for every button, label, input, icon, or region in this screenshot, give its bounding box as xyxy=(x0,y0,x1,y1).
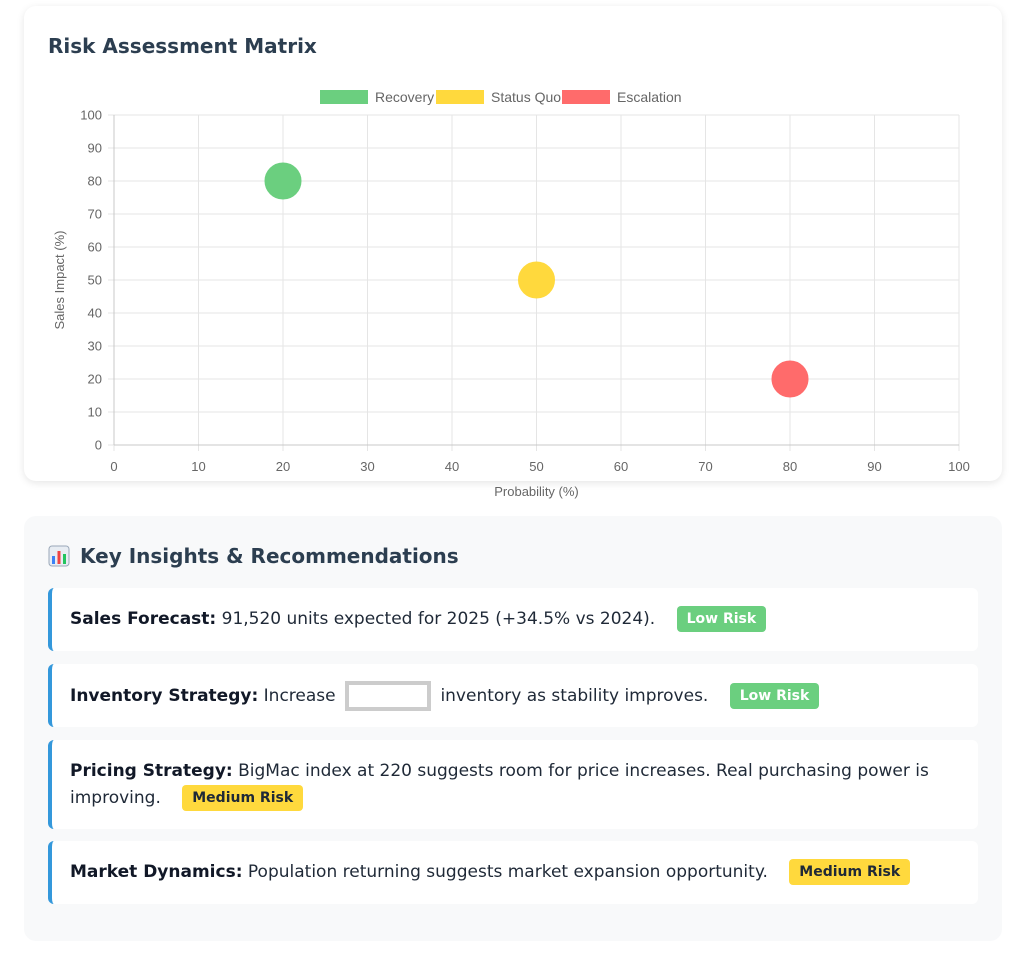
y-tick-label: 0 xyxy=(95,438,102,453)
risk-badge: Low Risk xyxy=(676,606,767,632)
x-tick-label: 20 xyxy=(276,459,290,474)
insights-title-text: Key Insights & Recommendations xyxy=(80,544,459,568)
y-axis-label: Sales Impact (%) xyxy=(52,231,67,330)
insight-pricing-strategy: Pricing Strategy: BigMac index at 220 su… xyxy=(48,740,978,829)
x-tick-label: 30 xyxy=(360,459,374,474)
y-tick-label: 80 xyxy=(88,174,102,189)
x-tick-label: 100 xyxy=(948,459,970,474)
x-tick-label: 80 xyxy=(783,459,797,474)
risk-scatter-chart: 0 10 20 30 40 50 60 70 80 90 100 0 10 20 30 40 50 60 70 80 9… xyxy=(52,89,970,499)
x-tick-label: 0 xyxy=(110,459,117,474)
insights-card: Key Insights & Recommendations Sales For… xyxy=(24,516,1002,941)
x-tick-label: 90 xyxy=(867,459,881,474)
blank-input-box xyxy=(345,680,432,711)
insight-text: Population returning suggests market exp… xyxy=(242,862,768,882)
risk-badge: Medium Risk xyxy=(789,859,911,885)
insight-text: BigMac index at 220 suggests room for pr… xyxy=(70,760,929,808)
legend-label: Recovery xyxy=(375,89,434,105)
x-tick-label: 60 xyxy=(614,459,628,474)
y-tick-label: 40 xyxy=(88,306,102,321)
legend-label: Escalation xyxy=(617,89,682,105)
y-tick-label: 60 xyxy=(88,240,102,255)
chart-title: Risk Assessment Matrix xyxy=(48,34,317,58)
legend-swatch xyxy=(562,90,610,104)
y-tick-label: 70 xyxy=(88,207,102,222)
y-tick-label: 90 xyxy=(88,141,102,156)
insight-text-before: Increase xyxy=(258,685,336,706)
y-tick-label: 30 xyxy=(88,339,102,354)
insight-label: Market Dynamics: xyxy=(70,862,243,882)
x-tick-label: 50 xyxy=(529,459,543,474)
y-tick-label: 20 xyxy=(88,372,102,387)
data-point-status-quo xyxy=(518,261,555,299)
bar-chart-icon xyxy=(48,545,70,567)
risk-badge: Medium Risk xyxy=(182,784,304,811)
insight-inventory-strategy: Inventory Strategy: Increase inventory a… xyxy=(48,664,978,727)
data-point-escalation xyxy=(771,360,809,398)
chart-card: Risk Assessment Matrix 0 10 20 30 40 50 60 70 80… xyxy=(24,6,1002,499)
x-tick-label: 70 xyxy=(698,459,712,474)
insight-label: Pricing Strategy: xyxy=(70,760,233,781)
y-tick-label: 10 xyxy=(88,405,102,420)
x-tick-label: 40 xyxy=(445,459,459,474)
y-tick-label: 50 xyxy=(88,273,102,288)
legend-swatch xyxy=(320,90,368,104)
legend-swatch xyxy=(436,90,484,104)
insight-label: Inventory Strategy: xyxy=(70,685,259,706)
insight-market-dynamics: Market Dynamics: Population returning su… xyxy=(48,841,978,904)
data-point-recovery xyxy=(264,162,302,200)
legend-label: Status Quo xyxy=(491,89,561,105)
insight-label: Sales Forecast: xyxy=(70,609,217,629)
x-axis-label: Probability (%) xyxy=(494,484,579,499)
risk-badge: Low Risk xyxy=(729,682,820,709)
insights-title: Key Insights & Recommendations xyxy=(48,544,459,568)
x-tick-label: 10 xyxy=(191,459,205,474)
insight-text: 91,520 units expected for 2025 (+34.5% v… xyxy=(216,609,656,629)
insight-sales-forecast: Sales Forecast: 91,520 units expected fo… xyxy=(48,588,978,651)
y-tick-label: 100 xyxy=(80,108,102,123)
insight-text-after: inventory as stability improves. xyxy=(440,685,709,706)
